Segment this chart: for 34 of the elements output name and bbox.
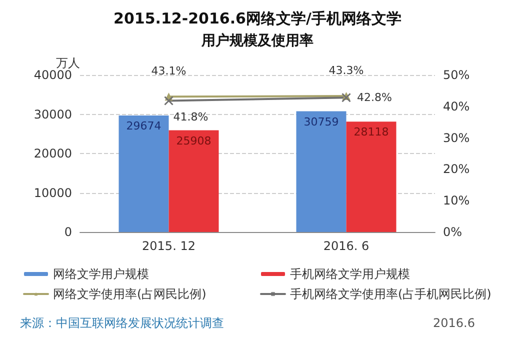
bar <box>168 130 219 232</box>
chart-title: 2015.12-2016.6网络文学/手机网络文学 <box>114 10 402 28</box>
y2-tick-label: 30% <box>443 130 470 145</box>
data-label: 43.3% <box>328 64 364 78</box>
y-tick-label: 30000 <box>34 107 72 122</box>
y-tick-label: 40000 <box>34 68 72 82</box>
legend-label: 网络文学使用率(占网民比例) <box>53 287 206 301</box>
bar <box>346 122 396 232</box>
data-label: 41.8% <box>173 110 208 124</box>
data-label: 29674 <box>126 120 162 133</box>
data-label: 42.8% <box>357 91 392 104</box>
data-label: 43.1% <box>151 64 186 78</box>
legend-label: 手机网络文学用户规模 <box>290 267 410 281</box>
y2-tick-label: 40% <box>443 99 470 114</box>
data-label: 28118 <box>354 126 389 139</box>
data-label: 25908 <box>176 134 212 148</box>
bar <box>296 111 346 232</box>
y-tick-label: 20000 <box>34 146 72 160</box>
x-tick-label: 2015. 12 <box>142 239 196 253</box>
y2-tick-label: 50% <box>443 68 470 82</box>
data-label: 30759 <box>304 115 339 128</box>
y2-tick-label: 20% <box>443 162 470 176</box>
source-note: 来源：中国互联网络发展状况统计调查 <box>20 316 224 330</box>
chart-subtitle: 用户规模及使用率 <box>200 32 314 49</box>
y2-tick-label: 10% <box>443 194 470 208</box>
y-tick-label: 0 <box>64 225 72 239</box>
bar <box>118 116 169 232</box>
legend-label: 网络文学用户规模 <box>53 267 149 281</box>
y2-tick-label: 0% <box>443 225 462 239</box>
y-tick-label: 10000 <box>34 186 72 200</box>
x-tick-label: 2016. 6 <box>323 239 370 253</box>
text: 2016.6 <box>433 316 476 330</box>
legend-label: 手机网络文学使用率(占手机网民比例) <box>290 287 492 301</box>
y-axis-title: 万人 <box>56 56 80 70</box>
